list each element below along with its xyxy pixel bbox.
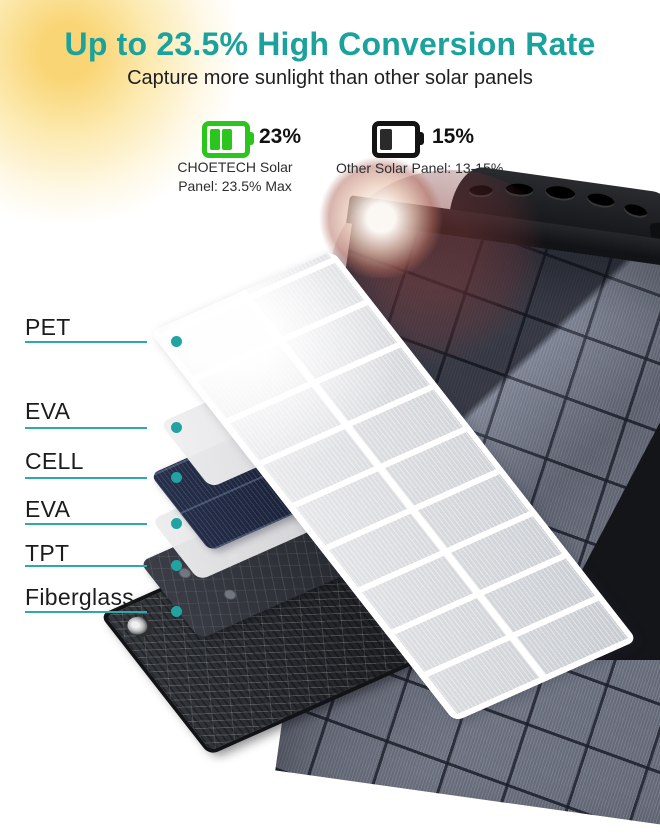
- choetech-caption-line1: CHOETECH Solar: [177, 159, 293, 175]
- callout-cell: CELL: [25, 448, 225, 483]
- callout-line: [25, 477, 147, 479]
- callout-eva-top: EVA: [25, 398, 225, 433]
- callout-dot: [171, 518, 182, 529]
- layer-label: PET: [25, 314, 71, 340]
- callout-line: [25, 341, 147, 343]
- layer-label: TPT: [25, 540, 70, 566]
- battery-terminal: [249, 132, 254, 145]
- layer-label: Fiberglass: [25, 584, 135, 610]
- grommet-eyelet-icon: [122, 613, 157, 641]
- page-subtitle: Capture more sunlight than other solar p…: [127, 67, 533, 89]
- callout-eva-bottom: EVA: [25, 496, 225, 529]
- battery-bar: [210, 129, 220, 150]
- handle-hole: [585, 191, 616, 210]
- choetech-caption-line2: Panel: 23.5% Max: [178, 178, 292, 194]
- callout-line: [25, 523, 147, 525]
- callout-dot: [171, 422, 182, 433]
- other-battery-icon: [372, 121, 424, 158]
- layer-label: EVA: [25, 496, 71, 522]
- other-caption: Other Solar Panel: 13-15%: [336, 160, 504, 176]
- battery-terminal: [419, 132, 424, 145]
- choetech-battery-icon: [202, 121, 254, 158]
- layer-label: EVA: [25, 398, 71, 424]
- other-percent-label: 15%: [432, 125, 475, 148]
- battery-bar: [222, 129, 232, 150]
- callout-pet: PET: [25, 314, 225, 347]
- page-title: Up to 23.5% High Conversion Rate: [64, 26, 596, 62]
- callout-dot: [171, 606, 182, 617]
- handle-hole: [544, 184, 577, 203]
- handle-hole: [622, 201, 649, 221]
- callout-tpt: TPT: [25, 540, 225, 571]
- callout-dot: [171, 336, 182, 347]
- callout-line: [25, 427, 147, 429]
- choetech-caption: CHOETECH Solar Panel: 23.5% Max: [160, 158, 310, 196]
- battery-bar: [380, 129, 392, 150]
- callout-line: [25, 611, 147, 613]
- choetech-percent-label: 23%: [259, 125, 302, 148]
- callout-fiberglass: Fiberglass: [25, 584, 225, 617]
- callout-dot: [171, 472, 182, 483]
- layer-label: CELL: [25, 448, 84, 474]
- callout-line: [25, 565, 147, 567]
- callout-dot: [171, 560, 182, 571]
